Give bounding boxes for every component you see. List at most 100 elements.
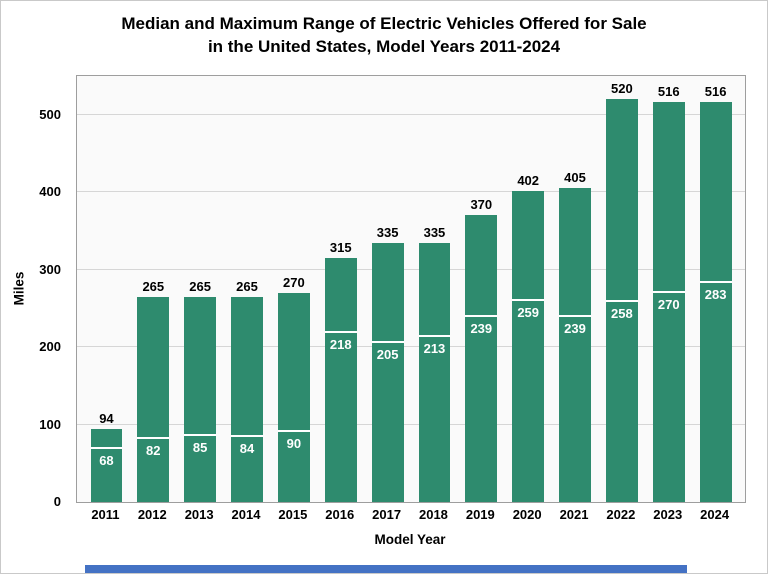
bar: 213 <box>418 242 451 502</box>
y-tick-label: 100 <box>39 416 61 432</box>
max-value-label: 270 <box>283 274 305 290</box>
median-marker <box>90 447 123 450</box>
bar: 218 <box>324 258 357 502</box>
bar-column: 402 259 <box>505 76 552 502</box>
median-value-label: 205 <box>376 347 399 363</box>
y-tick-label: 0 <box>53 494 61 509</box>
x-tick-label: 2012 <box>137 507 167 522</box>
bar-column: 405 239 <box>552 76 599 502</box>
bar-column: 516 270 <box>645 76 692 502</box>
max-value-label: 405 <box>564 170 586 186</box>
y-tick-label: 200 <box>39 339 61 355</box>
chart-title-line-2: in the United States, Model Years 2011-2… <box>207 36 561 56</box>
median-value-label: 84 <box>239 440 255 456</box>
bar-column: 335 213 <box>411 76 458 502</box>
x-tick-label: 2024 <box>700 507 730 522</box>
y-tick-label: 500 <box>39 106 61 122</box>
chart-title: Median and Maximum Range of Electric Veh… <box>1 13 767 59</box>
max-value-label: 335 <box>376 224 399 240</box>
x-tick-label: 2019 <box>465 507 495 522</box>
bar: 270 <box>652 102 685 502</box>
max-value-label: 265 <box>189 278 211 294</box>
median-marker <box>184 434 217 437</box>
x-tick-label: 2014 <box>231 507 261 522</box>
x-axis-label: Model Year <box>374 532 446 547</box>
x-tick-label: 2015 <box>278 507 308 522</box>
median-marker <box>277 430 310 433</box>
bar: 205 <box>371 242 404 502</box>
median-value-label: 283 <box>704 286 727 302</box>
y-axis-label-wrap: Miles <box>9 75 29 501</box>
footer-banner <box>85 565 687 573</box>
median-marker <box>512 299 545 302</box>
x-tick-label: 2011 <box>91 507 120 522</box>
bar-column: 370 239 <box>458 76 505 502</box>
x-tick-label: 2016 <box>325 507 355 522</box>
bar-column: 520 258 <box>598 76 645 502</box>
gridline <box>77 423 745 425</box>
median-value-label: 213 <box>423 341 446 357</box>
x-tick-label: 2023 <box>653 507 683 522</box>
bar-column: 265 85 <box>177 76 224 502</box>
max-value-label: 370 <box>470 197 493 213</box>
median-value-label: 82 <box>146 442 161 458</box>
x-ticks-row: 2011 2012 2013 2014 2015 2016 2017 2018 2019 2020… <box>76 507 744 522</box>
median-marker <box>418 335 451 338</box>
bars-row: 94 68 265 82 265 85 265 84 270 90 315 218 335 205 335 2… <box>77 76 745 502</box>
max-value-label: 516 <box>657 84 680 100</box>
y-tick-label: 300 <box>39 261 61 277</box>
x-tick-label: 2017 <box>372 507 402 522</box>
x-tick-label: 2018 <box>418 507 448 522</box>
median-value-label: 259 <box>517 305 540 321</box>
y-tick-label: 400 <box>39 184 61 200</box>
x-tick-label: 2020 <box>512 507 542 522</box>
bar-column: 265 82 <box>130 76 177 502</box>
median-marker <box>605 300 638 303</box>
gridline <box>77 268 745 270</box>
max-value-label: 516 <box>704 84 727 100</box>
median-value-label: 68 <box>99 453 114 469</box>
median-marker <box>559 314 591 317</box>
bar-column: 94 68 <box>83 76 130 502</box>
max-value-label: 265 <box>236 278 258 294</box>
x-tick-label: 2022 <box>606 507 636 522</box>
median-marker <box>371 341 404 344</box>
bar: 258 <box>605 99 638 502</box>
bar: 259 <box>512 190 545 502</box>
median-marker <box>699 280 732 283</box>
bar-column: 265 84 <box>224 76 271 502</box>
median-value-label: 258 <box>611 306 633 322</box>
gridline <box>77 113 745 115</box>
median-marker <box>137 436 170 439</box>
median-marker <box>231 434 263 437</box>
max-value-label: 402 <box>517 172 540 188</box>
bar: 90 <box>277 292 310 502</box>
median-value-label: 270 <box>657 296 680 312</box>
median-value-label: 90 <box>286 436 302 452</box>
bar-column: 516 283 <box>692 76 739 502</box>
median-marker <box>465 314 498 317</box>
bar: 82 <box>137 296 170 502</box>
median-value-label: 239 <box>564 320 586 336</box>
median-value-label: 218 <box>329 337 352 353</box>
bar: 85 <box>184 296 217 502</box>
max-value-label: 265 <box>142 278 165 294</box>
bar: 283 <box>699 102 732 502</box>
median-marker <box>652 290 685 293</box>
y-axis-ticks: 0 100 200 300 400 500 <box>31 75 69 509</box>
median-value-label: 85 <box>192 440 208 456</box>
chart-title-line-1: Median and Maximum Range of Electric Veh… <box>121 14 647 33</box>
gridline <box>77 346 745 348</box>
bar: 239 <box>559 188 591 502</box>
bar-column: 270 90 <box>270 76 317 502</box>
max-value-label: 520 <box>611 81 633 97</box>
max-value-label: 335 <box>423 224 446 240</box>
plot-area: 94 68 265 82 265 85 265 84 270 90 315 218 335 205 335 2… <box>76 75 746 503</box>
bar: 84 <box>231 296 263 502</box>
x-tick-label: 2021 <box>559 507 589 522</box>
gridline <box>77 191 745 193</box>
max-value-label: 315 <box>329 240 352 256</box>
median-value-label: 239 <box>470 320 493 336</box>
bar-column: 315 218 <box>317 76 364 502</box>
